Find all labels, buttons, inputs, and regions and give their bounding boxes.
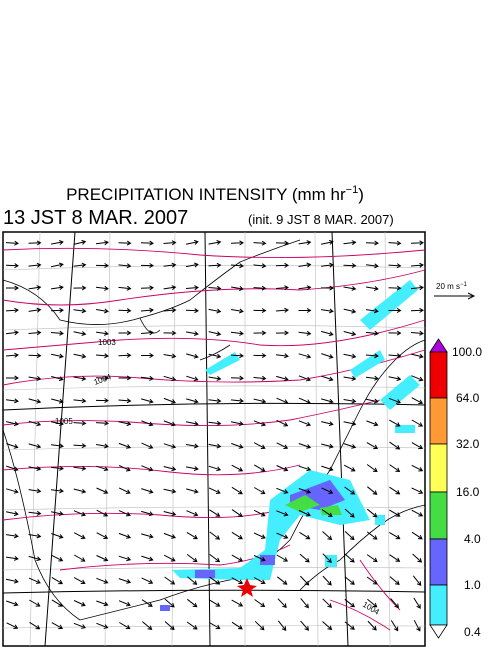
wind-vectors	[5, 239, 424, 632]
wind-arrow-field	[5, 239, 424, 632]
wind-scale-text: 20 m s	[436, 282, 460, 291]
colorbar-labels: 100.0 64.0 32.0 16.0 4.0 1.0 0.4	[452, 345, 482, 639]
wind-scale: 20 m s−1	[434, 282, 476, 300]
wind-scale-arrow	[434, 292, 476, 300]
location-marker	[237, 578, 257, 597]
title: PRECIPITATION INTENSITY (mm hr−1)	[66, 184, 364, 204]
wind-scale-label: 20 m s−1	[436, 282, 468, 291]
colorbar	[429, 338, 448, 639]
precipitation	[160, 280, 420, 611]
isobar-label: 1003	[98, 338, 116, 347]
title-exponent: −1	[346, 184, 359, 196]
wind-scale-exponent: −1	[460, 282, 468, 288]
colorbar-label: 16.0	[456, 485, 480, 499]
map: 1003 1004 1005 1004	[2, 231, 426, 647]
colorbar-label: 100.0	[452, 345, 482, 359]
colorbar-label: 0.4	[464, 625, 481, 639]
isobar-label: 1005	[55, 417, 73, 426]
title-main: PRECIPITATION INTENSITY (mm hr	[66, 185, 346, 204]
colorbar-label: 64.0	[456, 391, 480, 405]
title-close: )	[358, 185, 364, 204]
colorbar-label: 32.0	[456, 437, 480, 451]
colorbar-label: 4.0	[464, 532, 481, 546]
map-frame	[2, 231, 426, 647]
valid-time: 13 JST 8 MAR. 2007	[3, 207, 188, 229]
init-time: (init. 9 JST 8 MAR. 2007)	[248, 212, 394, 227]
colorbar-label: 1.0	[464, 578, 481, 592]
